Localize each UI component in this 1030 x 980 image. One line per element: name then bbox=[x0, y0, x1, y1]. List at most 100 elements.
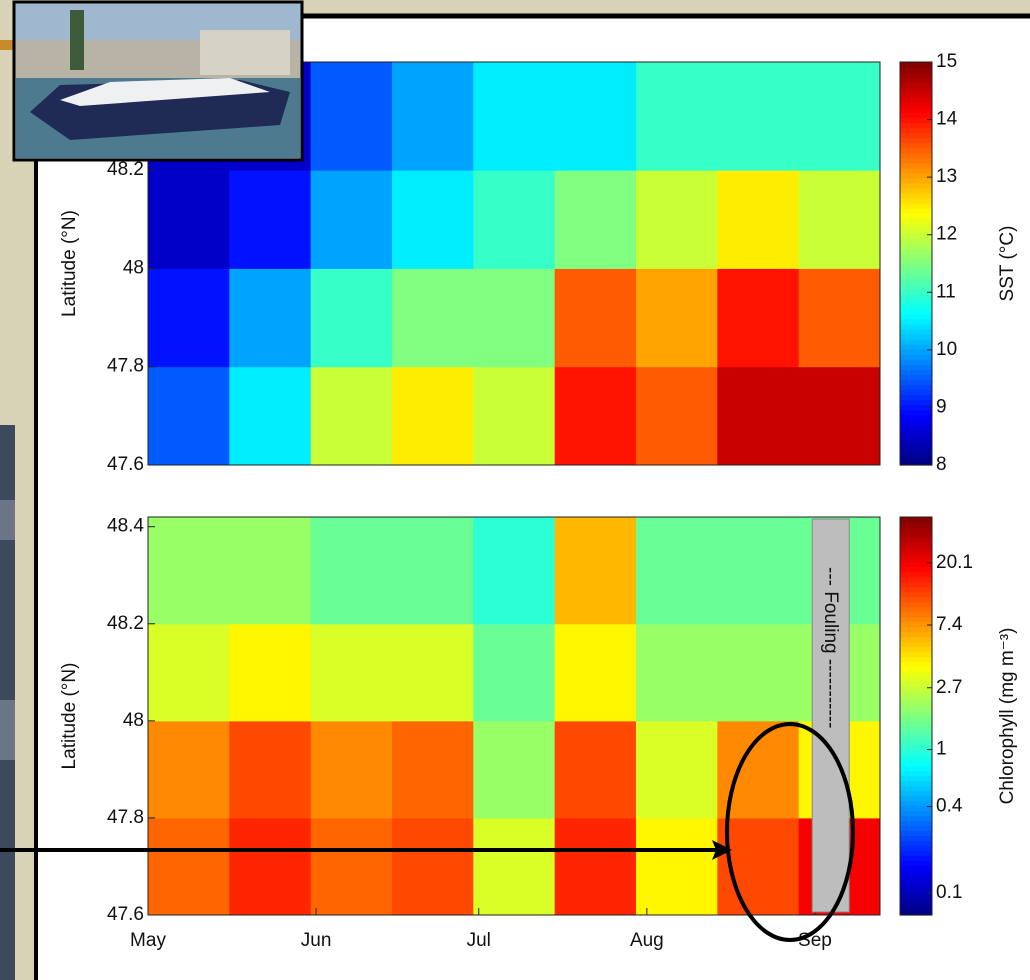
colorbar-segment bbox=[900, 770, 932, 777]
heat-cell bbox=[473, 817, 556, 916]
colorbar-segment bbox=[900, 626, 932, 633]
plots: 47.6 47.8 48 48.2 Latitude (°N) 8 9 10 11 12 13 14 1… bbox=[59, 51, 1018, 951]
fouling-label: --- Fouling ----------- bbox=[820, 567, 841, 728]
colorbar-segment bbox=[900, 233, 932, 239]
colorbar-segment bbox=[900, 546, 932, 553]
colorbar-tick-label: 0.1 bbox=[936, 882, 962, 903]
colorbar-segment bbox=[900, 745, 932, 752]
heat-cell bbox=[310, 517, 393, 625]
heat-cell bbox=[148, 817, 230, 916]
colorbar-segment bbox=[900, 359, 932, 365]
accent bbox=[0, 40, 20, 50]
heat-cell bbox=[554, 517, 637, 625]
x-tick-label: May bbox=[130, 930, 166, 951]
colorbar-segment bbox=[900, 835, 932, 841]
colorbar-segment bbox=[900, 102, 932, 108]
colorbar-segment bbox=[900, 775, 932, 782]
heat-cell bbox=[554, 62, 637, 171]
colorbar-segment bbox=[900, 162, 932, 169]
colorbar-segment bbox=[900, 192, 932, 199]
colorbar-segment bbox=[900, 641, 932, 647]
colorbar-tick-label: 2.7 bbox=[936, 677, 962, 698]
colorbar-segment bbox=[900, 122, 932, 129]
colorbar-segment bbox=[900, 82, 932, 88]
colorbar-segment bbox=[900, 890, 932, 896]
heat-cell bbox=[717, 517, 800, 625]
colorbar-segment bbox=[900, 334, 932, 340]
heat-cell bbox=[148, 268, 230, 368]
colorbar-tick-label: 8 bbox=[936, 454, 947, 475]
heat-cell bbox=[717, 366, 800, 466]
y-axis-label: Latitude (°N) bbox=[59, 663, 80, 770]
colorbar-segment bbox=[900, 137, 932, 144]
colorbar-segment bbox=[900, 900, 932, 906]
heat-cell bbox=[798, 366, 881, 466]
heat-cell bbox=[148, 170, 230, 269]
colorbar-segment bbox=[900, 172, 932, 179]
colorbar-segment bbox=[900, 571, 932, 578]
heat-cell bbox=[473, 366, 556, 466]
heat-cell bbox=[554, 170, 637, 269]
plot-frame bbox=[147, 516, 881, 916]
colorbar-segment bbox=[900, 288, 932, 295]
colorbar-segment bbox=[900, 228, 932, 234]
colorbar-segment bbox=[900, 875, 932, 881]
colorbar-segment bbox=[900, 790, 932, 797]
colorbar-segment bbox=[900, 208, 932, 214]
colorbar-segment bbox=[900, 581, 932, 588]
heat-cell bbox=[636, 720, 718, 819]
heat-cell bbox=[310, 720, 393, 819]
colorbar-segment bbox=[900, 865, 932, 871]
heat-cell bbox=[636, 268, 718, 368]
heat-cell bbox=[310, 62, 393, 171]
heat-cell bbox=[310, 366, 393, 466]
colorbar-tick-label: 1 bbox=[936, 739, 947, 760]
colorbar-segment bbox=[900, 666, 932, 672]
colorbar-segment bbox=[900, 424, 932, 431]
y-tick-label: 47.8 bbox=[107, 807, 144, 828]
y-tick-label: 48.4 bbox=[107, 516, 144, 537]
colorbar-tick-label: 11 bbox=[936, 281, 956, 302]
colorbar-segment bbox=[900, 283, 932, 290]
colorbar-tick-label: 14 bbox=[936, 109, 958, 130]
colorbar-segment bbox=[900, 364, 932, 370]
colorbar-segment bbox=[900, 720, 932, 727]
heat-cell bbox=[229, 623, 312, 722]
colorbar-segment bbox=[900, 711, 932, 717]
heat-cell bbox=[473, 62, 556, 171]
colorbar-segment bbox=[900, 616, 932, 623]
colorbar-segment bbox=[900, 404, 932, 411]
heat-cell bbox=[148, 366, 230, 466]
colorbar-tick-label: 9 bbox=[936, 396, 947, 417]
colorbar-label: Chlorophyll (mg m⁻³) bbox=[997, 628, 1018, 805]
x-tick-label: Aug bbox=[630, 930, 664, 951]
colorbar-segment bbox=[900, 308, 932, 315]
colorbar-segment bbox=[900, 840, 932, 846]
heat-cell bbox=[636, 817, 718, 916]
colorbar-segment bbox=[900, 389, 932, 396]
colorbar-segment bbox=[900, 67, 932, 73]
heat-cell bbox=[392, 268, 474, 368]
colorbar-segment bbox=[900, 419, 932, 426]
colorbar-segment bbox=[900, 521, 932, 528]
colorbar-segment bbox=[900, 706, 932, 712]
colorbar-segment bbox=[900, 556, 932, 563]
colorbar-segment bbox=[900, 182, 932, 189]
colorbar-segment bbox=[900, 369, 932, 375]
heat-cell bbox=[310, 170, 393, 269]
plot-frame bbox=[147, 61, 881, 466]
heat-cell bbox=[717, 623, 800, 722]
colorbar-segment bbox=[900, 258, 932, 265]
colorbar-segment bbox=[900, 203, 932, 209]
colorbar-segment bbox=[900, 671, 932, 677]
heat-cell bbox=[636, 623, 718, 722]
arrow-head bbox=[712, 840, 732, 860]
heat-cell bbox=[148, 517, 230, 625]
heat-cell bbox=[636, 517, 718, 625]
colorbar-segment bbox=[900, 213, 932, 219]
colorbar-segment bbox=[900, 349, 932, 355]
colorbar-segment bbox=[900, 611, 932, 618]
satellite-cloud bbox=[0, 700, 15, 760]
colorbar-segment bbox=[900, 646, 932, 652]
